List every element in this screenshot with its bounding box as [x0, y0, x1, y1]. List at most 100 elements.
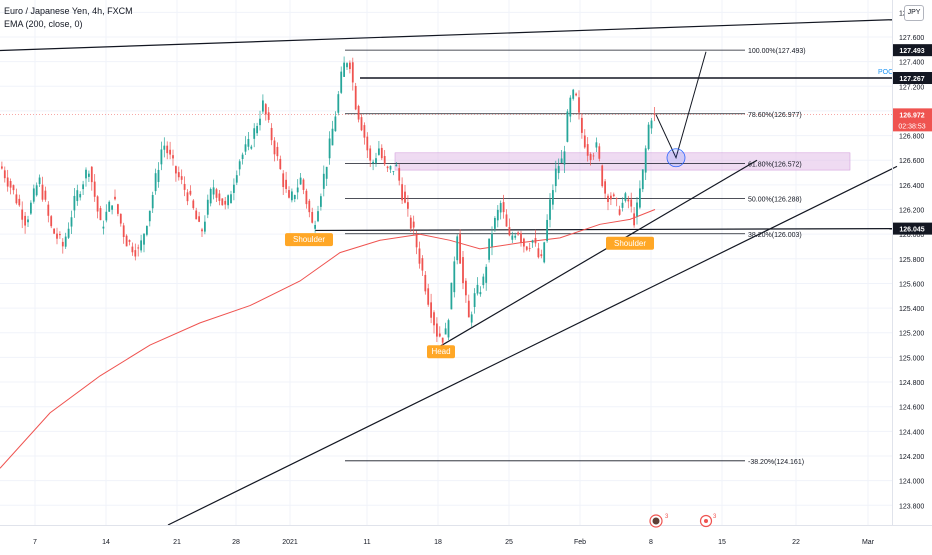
candle-body	[412, 221, 415, 228]
candle	[282, 170, 285, 195]
candle	[157, 162, 160, 188]
candle-body	[24, 215, 26, 226]
candle-body	[111, 205, 113, 210]
projection-path[interactable]	[655, 51, 707, 160]
candle-body	[641, 169, 644, 190]
candle	[253, 123, 256, 148]
author-avatar-icon[interactable]: 3	[649, 514, 669, 528]
candle-body	[250, 146, 253, 149]
y-tick-label: 127.600	[899, 35, 924, 42]
candle-body	[549, 199, 551, 220]
candle-body	[163, 145, 166, 150]
candle-body	[363, 125, 366, 138]
candle-body	[624, 193, 627, 201]
fib-levels[interactable]: 100.00%(127.493) 78.60%(126.977) 61.80%(12…	[345, 48, 806, 466]
symbol-title[interactable]: Euro / Japanese Yen, 4h, FXCM	[4, 6, 133, 16]
candle	[444, 322, 447, 335]
candle-body	[407, 202, 409, 209]
candle-body	[227, 195, 229, 206]
candle-body	[563, 151, 566, 165]
candle	[32, 184, 35, 204]
candle	[334, 111, 337, 132]
candle	[409, 215, 412, 232]
candle	[511, 231, 514, 244]
y-tick-label: 126.600	[899, 158, 924, 165]
candle	[160, 141, 163, 171]
candle	[578, 90, 580, 120]
candle	[482, 273, 485, 289]
candle	[636, 197, 638, 225]
candle	[340, 66, 343, 95]
candle-body	[366, 136, 369, 151]
candle	[96, 195, 99, 219]
candle	[467, 294, 470, 318]
candle	[134, 243, 137, 261]
trendline-lower[interactable]	[167, 165, 898, 526]
candle-body	[427, 288, 430, 305]
candle	[122, 222, 125, 244]
candle	[180, 169, 183, 185]
candle-body	[444, 328, 447, 335]
candle-body	[331, 128, 334, 146]
candle	[41, 176, 44, 202]
candle	[262, 94, 264, 114]
price-axis[interactable]: 127.800127.600127.400127.200127.000126.8…	[899, 10, 924, 510]
candle-body	[392, 171, 395, 172]
candle	[653, 107, 656, 122]
candle-body	[322, 173, 325, 189]
ideas-icon[interactable]: 3	[699, 514, 718, 528]
trendline-neck-flat[interactable]	[314, 228, 893, 232]
candle	[192, 199, 195, 210]
candle	[114, 189, 116, 201]
candle-body	[578, 97, 580, 113]
candle	[12, 184, 15, 195]
candle-body	[418, 248, 421, 264]
candle-body	[633, 213, 635, 226]
candle-body	[436, 323, 438, 337]
candle-body	[627, 199, 630, 202]
candle	[108, 200, 111, 213]
fib-label: 61.80%(126.572)	[748, 162, 802, 169]
candle-body	[557, 166, 560, 174]
candle	[88, 170, 90, 182]
candle-body	[473, 293, 476, 308]
candle	[79, 191, 82, 201]
candle-body	[114, 196, 116, 200]
candle	[154, 168, 157, 195]
countdown-text: 02:38:53	[898, 123, 925, 130]
x-tick-label: 18	[434, 539, 442, 546]
pattern-label: Shoulder	[285, 233, 333, 247]
y-tick-label: 125.600	[899, 281, 924, 288]
candle-body	[267, 112, 270, 120]
candle	[401, 177, 403, 204]
candle	[563, 145, 566, 173]
trendlines[interactable]	[0, 19, 898, 526]
indicator-title[interactable]: EMA (200, close, 0)	[4, 19, 83, 29]
candle	[520, 230, 522, 247]
pattern-label-bg	[427, 345, 455, 359]
candle	[633, 207, 635, 228]
footer-icons[interactable]: 3 3	[648, 512, 728, 528]
candle-body	[595, 142, 598, 148]
candle	[308, 198, 311, 218]
candle	[172, 149, 174, 166]
projection[interactable]	[655, 51, 707, 168]
candle-body	[233, 184, 235, 193]
pattern-label: Shoulder	[606, 236, 654, 250]
time-axis[interactable]: 7 14 21 28 2021 11 18 25 Feb 8 15 22 Mar	[33, 539, 875, 546]
candle	[328, 131, 331, 165]
candle-body	[146, 225, 148, 235]
fib-label: -38.20%(124.161)	[748, 459, 804, 466]
trendline-top[interactable]	[0, 19, 893, 52]
candle	[476, 277, 479, 296]
target-circle[interactable]	[666, 148, 686, 168]
trendline-neckline[interactable]	[439, 159, 758, 347]
candle-body	[372, 161, 374, 164]
candle-body	[409, 217, 412, 229]
candle	[151, 191, 154, 213]
currency-badge[interactable]: JPY	[904, 5, 924, 21]
candle	[528, 242, 531, 252]
candle-body	[299, 177, 302, 185]
